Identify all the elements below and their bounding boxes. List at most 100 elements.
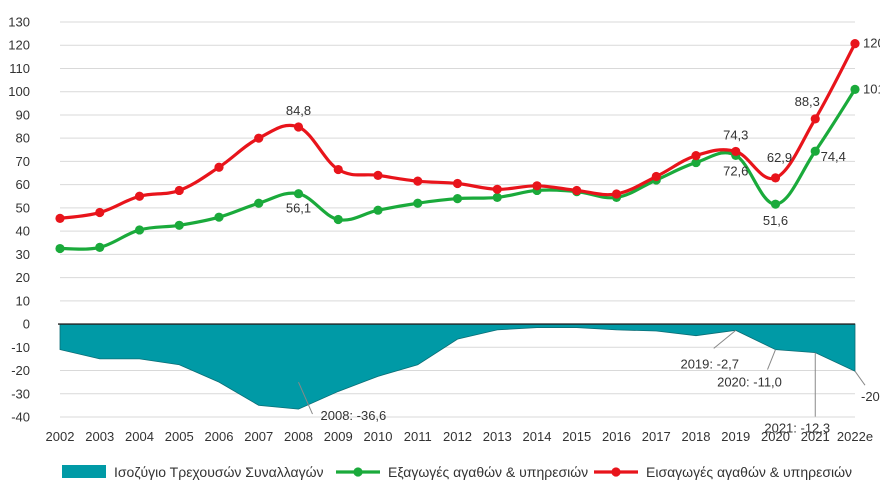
x-tick-label: 2016	[602, 429, 631, 444]
legend: Ισοζύγιο Τρεχουσών Συναλλαγών Εξαγωγές αγ…	[62, 464, 852, 480]
marker-exports	[413, 198, 423, 208]
marker-imports	[174, 185, 184, 196]
legend-label: Εξαγωγές αγαθών & υπηρεσιών	[388, 464, 588, 480]
x-tick-label: 2022e	[837, 429, 873, 444]
y-tick-label: 0	[23, 317, 30, 332]
legend-label: Εισαγωγές αγαθών & υπηρεσιών	[646, 464, 852, 480]
annotation-label: 2020: -11,0	[717, 375, 782, 390]
marker-imports	[413, 176, 423, 186]
data-label: 84,8	[286, 103, 311, 118]
marker-imports	[373, 170, 383, 180]
line-layer	[55, 39, 860, 254]
marker-exports	[373, 205, 383, 215]
legend-swatch-marker	[353, 467, 363, 477]
legend-item-current-account: Ισοζύγιο Τρεχουσών Συναλλαγών	[62, 464, 324, 480]
marker-exports	[214, 212, 224, 222]
marker-exports	[770, 199, 781, 209]
x-tick-label: 2007	[244, 429, 273, 444]
marker-exports	[492, 192, 502, 203]
legend-label: Ισοζύγιο Τρεχουσών Συναλλαγών	[114, 464, 324, 480]
marker-imports	[770, 173, 781, 183]
x-tick-label: 2005	[165, 429, 194, 444]
x-tick-label: 2009	[324, 429, 353, 444]
marker-imports	[254, 133, 264, 143]
y-tick-label: 120	[8, 38, 30, 53]
y-tick-label: 130	[8, 15, 30, 30]
annotation-leader	[854, 370, 866, 386]
marker-imports	[611, 189, 622, 199]
y-tick-label: 100	[8, 84, 30, 99]
data-label: 101,0	[863, 81, 880, 96]
annotation-leader	[767, 349, 776, 370]
marker-exports	[333, 214, 343, 225]
data-label: 72,6	[723, 163, 748, 178]
marker-exports	[95, 242, 105, 252]
annotation-label: -20,3	[861, 389, 880, 404]
legend-swatch	[62, 465, 106, 478]
marker-imports	[850, 39, 860, 49]
marker-exports	[174, 220, 184, 230]
axis-layer: 2002 2003 2004 2005 2006 2007 2008 2009 2010 2011…	[46, 323, 873, 444]
x-tick-label: 2004	[125, 429, 154, 444]
marker-exports	[134, 225, 145, 235]
annotation-label: 2019: -2,7	[680, 356, 739, 371]
x-tick-label: 2003	[85, 429, 114, 444]
y-tick-label: 110	[9, 61, 30, 76]
marker-exports	[254, 198, 264, 208]
y-tick-label: 10	[16, 293, 30, 308]
x-tick-label: 2017	[642, 429, 671, 444]
marker-imports	[452, 178, 463, 189]
marker-imports	[214, 162, 224, 172]
data-label: 56,1	[286, 201, 311, 216]
marker-imports	[134, 191, 145, 201]
y-tick-label: -30	[11, 386, 30, 401]
x-tick-label: 2020	[761, 429, 790, 444]
y-tick-label: 20	[16, 270, 30, 285]
marker-imports	[810, 114, 820, 124]
marker-imports	[691, 151, 701, 161]
annotation-label: 2021: -12,3	[764, 421, 830, 436]
area-layer	[59, 323, 856, 410]
marker-imports	[333, 164, 343, 175]
marker-exports	[810, 146, 820, 156]
marker-exports	[850, 84, 860, 94]
x-tick-label: 2015	[562, 429, 591, 444]
x-tick-label: 2014	[523, 429, 552, 444]
y-tick-label: -10	[11, 340, 30, 355]
marker-imports	[532, 181, 542, 191]
y-tick-label: 50	[16, 200, 30, 215]
marker-imports	[731, 146, 741, 157]
y-tick-label: 70	[16, 154, 30, 169]
marker-imports	[55, 213, 65, 223]
y-tick-label: 40	[16, 224, 30, 239]
marker-exports	[691, 157, 701, 168]
y-tick-label: 80	[16, 131, 30, 146]
y-tick-label: 60	[16, 177, 30, 192]
x-tick-label: 2013	[483, 429, 512, 444]
area-current-account	[59, 323, 856, 410]
annotation-leader	[298, 381, 313, 415]
x-tick-label: 2006	[205, 429, 234, 444]
x-tick-label: 2011	[404, 429, 432, 444]
marker-exports	[55, 243, 65, 254]
marker-exports	[293, 189, 304, 199]
legend-item-imports: Εισαγωγές αγαθών & υπηρεσιών	[594, 464, 852, 480]
x-tick-label: 2002	[46, 429, 75, 444]
y-tick-label: 90	[16, 107, 30, 122]
marker-imports	[293, 122, 304, 132]
data-label: 74,4	[821, 149, 846, 164]
label-layer: 84,8 56,1 74,3 72,6 62,9 51,6 88,3 74,4 120,7 101…	[286, 36, 880, 436]
y-tick-label: -40	[11, 410, 30, 425]
y-tick-label: 30	[16, 247, 30, 262]
x-tick-label: 2019	[721, 429, 750, 444]
marker-exports	[452, 193, 463, 204]
data-label: 51,6	[763, 213, 788, 228]
legend-swatch-marker	[611, 467, 621, 477]
marker-imports	[572, 185, 582, 196]
marker-imports	[95, 207, 105, 218]
data-label: 120,7	[863, 36, 880, 51]
marker-imports	[651, 171, 661, 182]
data-label: 88,3	[795, 94, 820, 109]
